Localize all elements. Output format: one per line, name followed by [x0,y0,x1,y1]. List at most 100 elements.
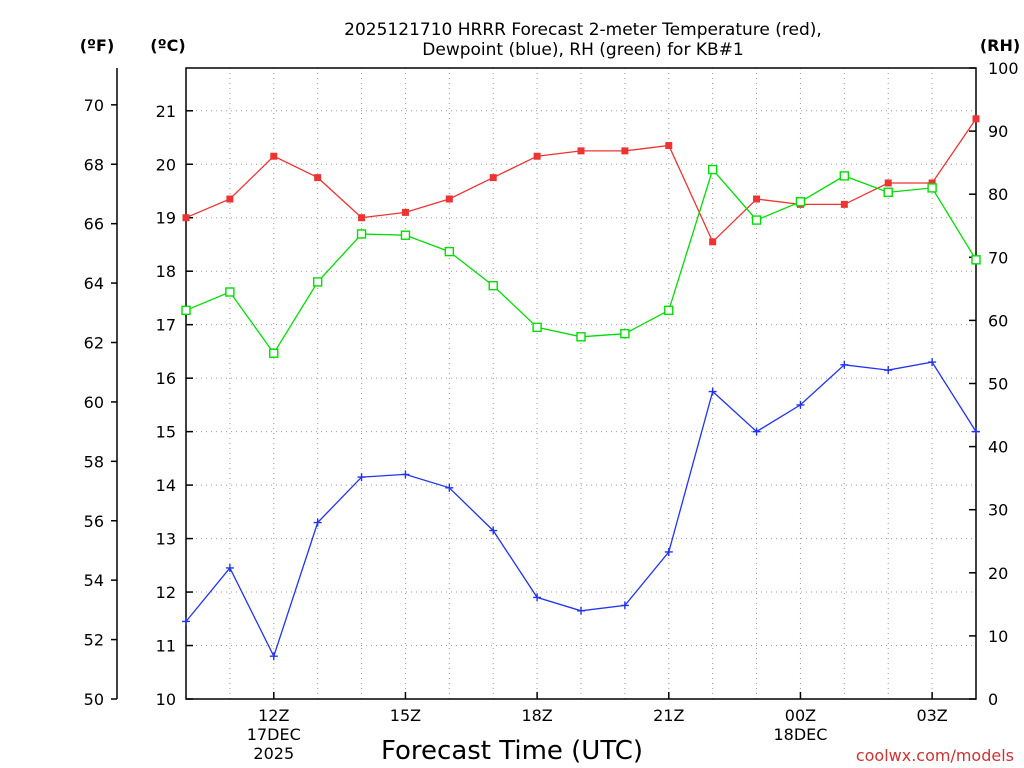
rh-point [620,328,630,339]
temperature-point [270,152,278,160]
temperature-point [489,174,497,182]
temperature-point [709,238,717,246]
fahrenheit-tick-label: 62 [84,334,104,353]
rh-tick-label: 90 [988,122,1008,141]
rh-point [269,348,279,358]
dewpoint-point [928,358,937,367]
rh-tick-label: 40 [988,438,1008,457]
dewpoint-point [840,360,849,369]
x-axis-title: Forecast Time (UTC) [381,736,643,766]
dewpoint-point [972,427,980,436]
fahrenheit-tick-label: 50 [84,690,104,709]
celsius-tick-label: 18 [156,262,176,281]
rh-point [532,322,542,333]
tick-layer: 10 11 12 13 14 15 16 17 18 19 20 21 50 52 54 56 58 60 62 64… [84,59,1019,763]
celsius-tick-label: 13 [156,530,176,549]
temperature-point [226,195,234,203]
dewpoint-point [620,601,629,610]
temperature-point [533,152,541,160]
rh-point [795,197,806,207]
celsius-tick-label: 10 [156,690,176,709]
rh-tick-label: 50 [988,375,1008,394]
celsius-tick-label: 11 [156,637,176,656]
fahrenheit-tick-label: 52 [84,631,104,650]
rh-tick-label: 10 [988,627,1008,646]
x-tick-sublabel: 2025 [253,744,294,763]
temperature-point [972,115,980,123]
dewpoint-point [269,652,278,661]
rh-point [707,164,718,175]
celsius-unit-label: (ºC) [150,36,185,55]
rh-point [664,305,674,316]
dewpoint-point [445,483,454,492]
dewpoint-point [182,617,190,626]
temperature-point [840,200,848,208]
rh-tick-label: 20 [988,564,1008,583]
dewpoint-point [577,606,585,615]
rh-point [751,215,762,225]
rh-point [927,183,937,193]
fahrenheit-tick-label: 54 [84,571,104,590]
rh-tick-label: 100 [988,59,1019,78]
dewpoint-point [357,473,366,482]
rh-tick-label: 30 [988,501,1008,520]
dewpoint-point [708,387,717,396]
rh-point [181,305,191,316]
celsius-tick-label: 14 [156,476,176,495]
rh-point [356,229,367,239]
dewpoint-point [225,563,234,572]
rh-tick-label: 70 [988,248,1008,267]
temperature-point [314,174,322,182]
rh-tick-label: 0 [988,690,998,709]
rh-point [883,187,893,198]
celsius-tick-label: 19 [156,209,176,228]
rh-point [400,230,411,240]
fahrenheit-tick-label: 70 [84,96,104,115]
grid-layer [186,68,976,700]
fahrenheit-tick-label: 68 [84,155,104,174]
rh-point [839,171,850,181]
rh-point [971,255,981,265]
fahrenheit-tick-label: 66 [84,215,104,234]
fahrenheit-tick-label: 58 [84,452,104,471]
temperature-point [445,195,453,203]
x-tick-sublabel: 17DEC [247,725,301,744]
temperature-point [884,179,892,187]
temperature-point [358,214,366,222]
temperature-point [928,179,936,187]
chart-title-line-2: Dewpoint (blue), RH (green) for KB#1 [422,40,743,60]
x-tick-label: 18Z [521,706,552,725]
x-tick-label: 00Z [785,706,816,725]
rh-tick-label: 60 [988,311,1008,330]
celsius-tick-label: 21 [156,102,176,121]
x-tick-label: 21Z [653,706,684,725]
rh-point [225,287,235,297]
fahrenheit-tick-label: 56 [84,512,104,531]
rh-point [576,332,586,342]
fahrenheit-tick-label: 64 [84,274,104,293]
rh-point [488,280,498,291]
x-tick-label: 15Z [390,706,421,725]
x-tick-label: 03Z [916,706,947,725]
rh-tick-label: 80 [988,185,1008,204]
credit-link[interactable]: coolwx.com/models [856,746,1014,765]
temperature-point [753,195,761,203]
celsius-tick-label: 17 [156,316,176,335]
dewpoint-point [533,593,542,602]
celsius-tick-label: 15 [156,423,176,442]
temperature-point [401,208,409,216]
dewpoint-point [664,547,673,556]
rh-series-line [185,168,977,355]
dewpoint-point [884,366,893,375]
dewpoint-point [401,470,410,479]
rh-point [444,246,455,257]
series-layer [181,115,981,661]
celsius-tick-label: 16 [156,369,176,388]
celsius-tick-label: 20 [156,155,176,174]
celsius-tick-label: 12 [156,583,176,602]
temperature-point [621,147,629,155]
x-tick-label: 12Z [258,706,289,725]
x-tick-sublabel: 18DEC [773,725,827,744]
temperature-point [182,214,190,222]
dewpoint-point [313,518,322,527]
